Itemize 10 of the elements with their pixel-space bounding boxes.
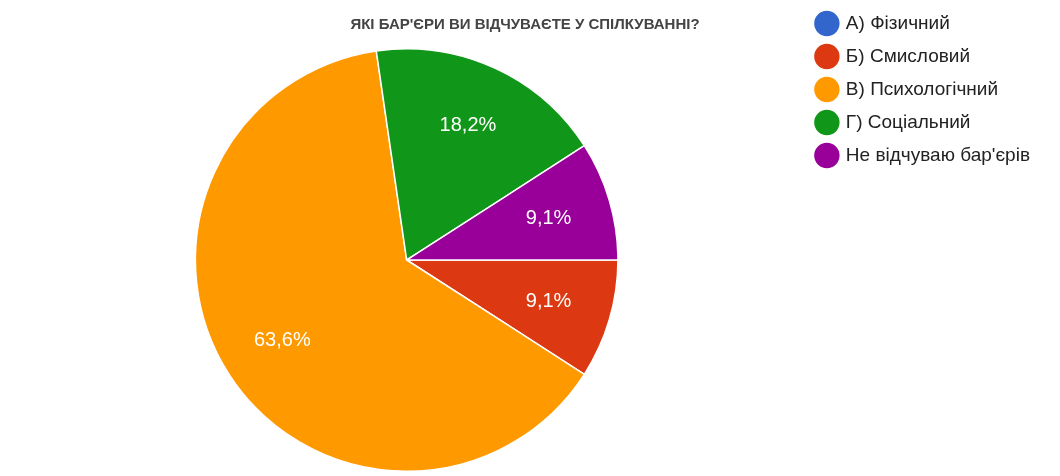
legend-label: А) Фізичний [845,11,950,33]
data-label: 9,1% [525,289,572,312]
legend-label: Г) Соціальний [845,110,971,132]
legend-label: Б) Смисловий [845,44,971,66]
data-label: 9,1% [525,205,572,228]
chart-title: ЯКІ БАР'ЄРИ ВИ ВІДЧУВАЄТЕ У СПІЛКУВАННІ? [350,15,700,33]
data-label: 18,2% [439,112,497,135]
legend-label: В) Психологічний [845,77,998,99]
data-label: 63,6% [253,327,311,350]
legend-label: Не відчуваю бар'єрів [845,143,1031,165]
